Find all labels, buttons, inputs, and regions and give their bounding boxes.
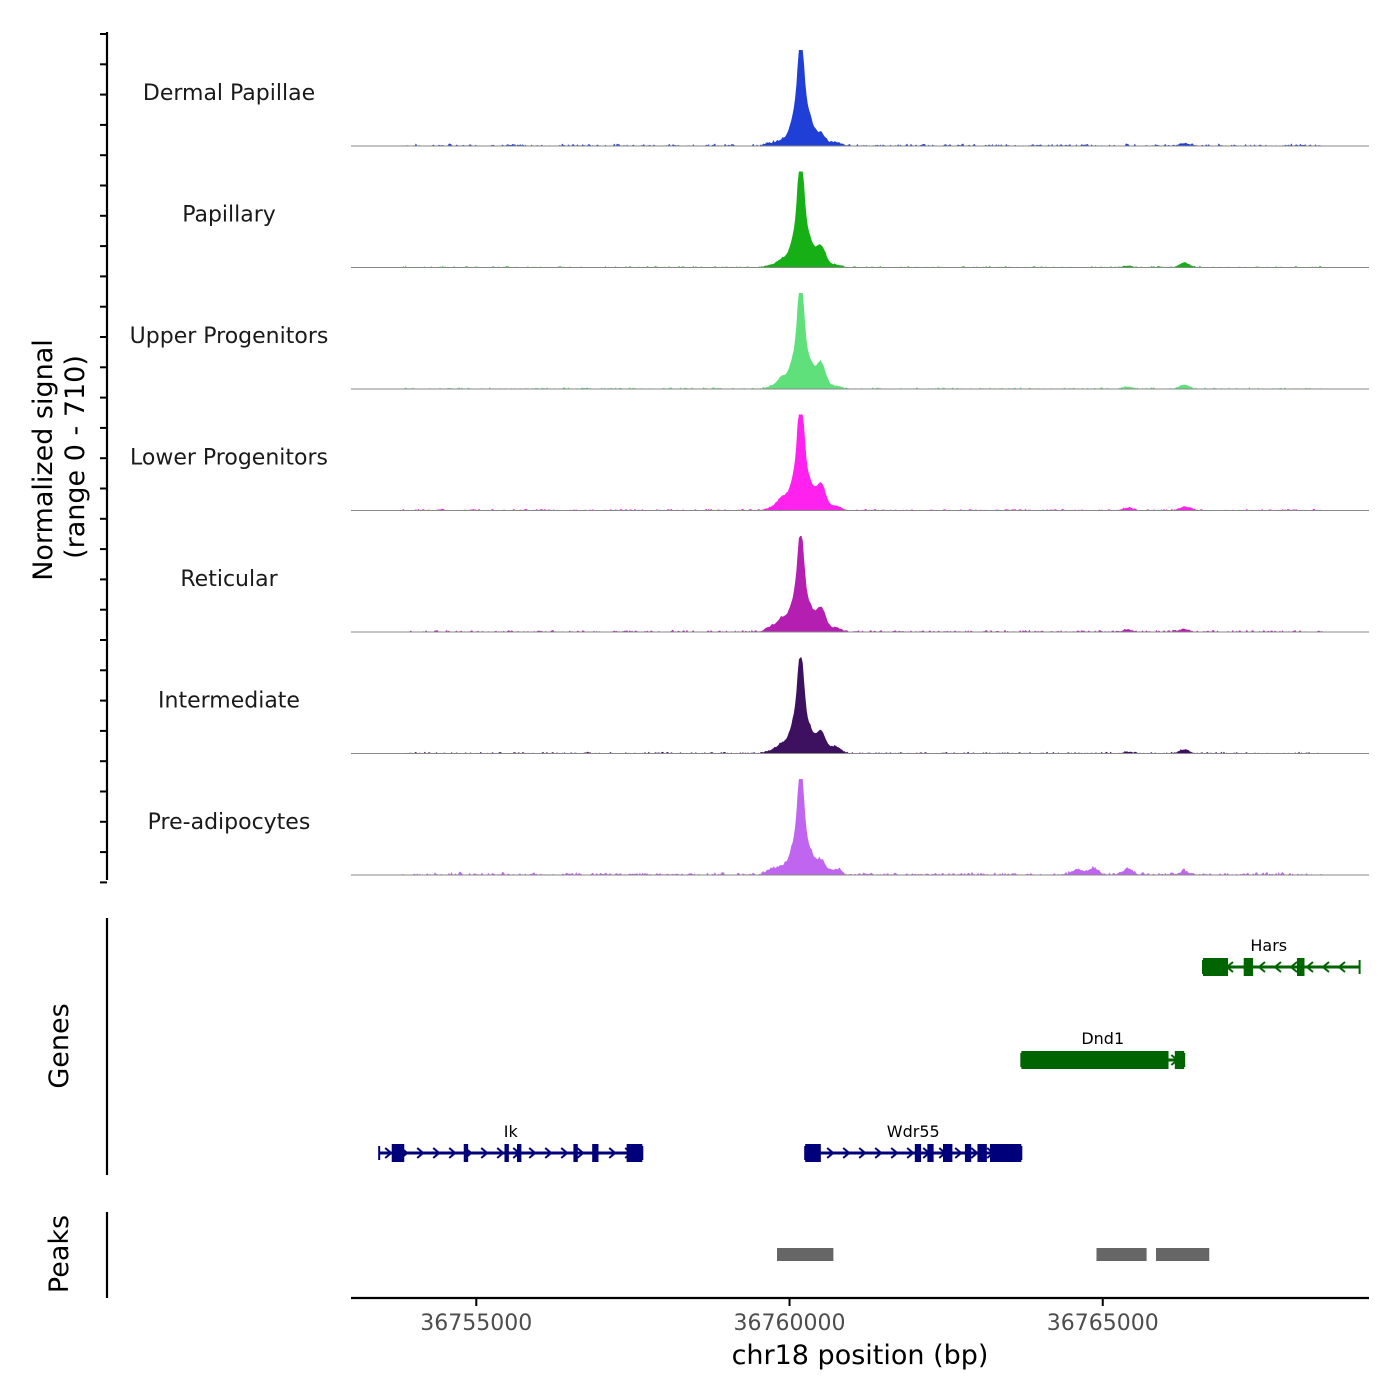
gene-annotations: Hars Dnd1 Ik Wdr55 <box>378 936 1361 1162</box>
gene-dnd1: Dnd1 <box>1020 1029 1186 1069</box>
signal-area <box>351 171 1369 268</box>
x-axis-title: chr18 position (bp) <box>732 1340 989 1371</box>
peak-region-box <box>1156 1248 1210 1261</box>
gene-exon <box>592 1144 599 1162</box>
strand-arrow <box>528 1147 537 1159</box>
gene-exon <box>977 1144 987 1162</box>
track-label: Reticular <box>180 567 278 592</box>
peak-regions <box>776 1248 1210 1261</box>
signal-area <box>351 536 1369 632</box>
strand-arrow <box>826 1147 835 1159</box>
gene-exon <box>1174 1051 1185 1069</box>
x-tick-label: 36755000 <box>420 1311 532 1336</box>
track-label: Upper Progenitors <box>130 324 329 349</box>
strand-arrow <box>954 1147 963 1159</box>
strand-arrow <box>890 1147 899 1159</box>
gene-exon <box>573 1144 578 1162</box>
gene-exon <box>805 1144 821 1162</box>
track-label: Intermediate <box>158 689 300 714</box>
strand-arrow <box>560 1147 569 1159</box>
gene-exon <box>914 1144 922 1162</box>
track-reticular: Reticular <box>180 536 1369 633</box>
track-lower-progenitors: Lower Progenitors <box>130 414 1369 511</box>
gene-wdr55: Wdr55 <box>804 1122 1023 1162</box>
strand-arrow <box>1273 961 1282 973</box>
gene-label: Ik <box>504 1122 519 1141</box>
strand-arrow <box>874 1147 883 1159</box>
gene-hars: Hars <box>1201 936 1361 976</box>
signal-area <box>351 50 1369 146</box>
gene-exon <box>1296 958 1305 976</box>
gene-label: Dnd1 <box>1081 1029 1124 1048</box>
gene-label: Wdr55 <box>887 1122 940 1141</box>
gene-label: Hars <box>1250 936 1287 955</box>
genes-axis-title: Genes <box>44 1003 75 1088</box>
x-tick-label: 36760000 <box>734 1311 846 1336</box>
track-label: Lower Progenitors <box>130 446 328 471</box>
track-dermal-papillae: Dermal Papillae <box>143 50 1369 147</box>
strand-arrow <box>496 1147 505 1159</box>
track-label: Pre-adipocytes <box>148 810 311 835</box>
y-axis-title-line1: Normalized signal <box>28 339 59 581</box>
track-intermediate: Intermediate <box>158 657 1369 754</box>
gene-exon <box>517 1144 522 1162</box>
gene-ik: Ik <box>378 1122 644 1162</box>
gene-exon <box>626 1144 643 1162</box>
peak-region-box <box>1096 1248 1147 1261</box>
strand-arrow <box>416 1147 425 1159</box>
strand-arrow <box>1305 961 1314 973</box>
peaks-axis-title: Peaks <box>44 1215 75 1293</box>
strand-arrow <box>1337 961 1346 973</box>
strand-arrow <box>1321 961 1330 973</box>
gene-exon <box>943 1144 953 1162</box>
gene-exon <box>1021 1051 1169 1069</box>
signal-area <box>351 779 1369 875</box>
gene-exon <box>989 1144 1022 1162</box>
gene-exon <box>927 1144 934 1162</box>
signal-area <box>351 293 1369 389</box>
x-tick-label: 36765000 <box>1047 1311 1159 1336</box>
strand-arrow <box>1257 961 1266 973</box>
track-pre-adipocytes: Pre-adipocytes <box>148 779 1369 876</box>
gene-exon <box>964 1144 972 1162</box>
x-axis-ticks: 36755000 36760000 36765000 <box>420 1298 1159 1336</box>
track-label: Dermal Papillae <box>143 81 315 106</box>
gene-exon <box>1202 958 1229 976</box>
track-papillary: Papillary <box>182 171 1369 268</box>
gene-exon <box>391 1144 405 1162</box>
strand-arrow <box>1289 961 1298 973</box>
strand-arrow <box>432 1147 441 1159</box>
gene-exon <box>1243 958 1254 976</box>
y-axis-title-line2: (range 0 - 710) <box>60 355 91 559</box>
strand-arrow <box>970 1147 979 1159</box>
strand-arrow <box>480 1147 489 1159</box>
gene-exon <box>504 1144 509 1162</box>
strand-arrow <box>576 1147 585 1159</box>
track-label: Papillary <box>182 203 276 228</box>
coverage-tracks: Dermal Papillae Papillary Upper Progenitor… <box>130 50 1369 876</box>
strand-arrow <box>842 1147 851 1159</box>
signal-area <box>351 657 1369 754</box>
gene-exon <box>463 1144 469 1162</box>
signal-area <box>351 414 1369 511</box>
strand-arrow <box>384 1147 393 1159</box>
strand-arrow <box>858 1147 867 1159</box>
strand-arrow <box>544 1147 553 1159</box>
peak-region-box <box>776 1248 834 1261</box>
strand-arrow <box>448 1147 457 1159</box>
track-upper-progenitors: Upper Progenitors <box>130 293 1369 390</box>
strand-arrow <box>906 1147 915 1159</box>
strand-arrow <box>608 1147 617 1159</box>
coverage-y-ticks <box>100 33 107 884</box>
